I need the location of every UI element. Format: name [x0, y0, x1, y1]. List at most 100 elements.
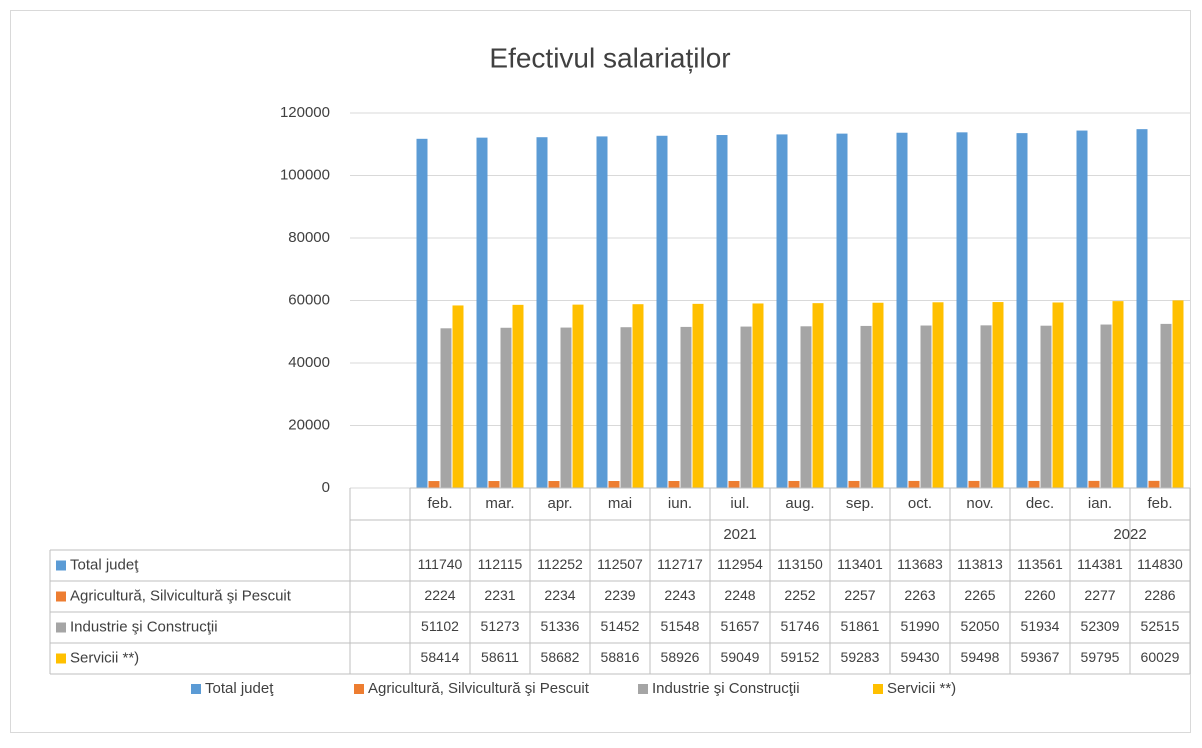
y-tick-label: 60000 [288, 291, 330, 308]
bar [1100, 324, 1112, 488]
table-cell: 113401 [837, 556, 883, 572]
table-cell: 114830 [1137, 556, 1183, 572]
y-tick-label: 0 [322, 479, 330, 496]
bar [932, 302, 944, 488]
bar [596, 136, 608, 488]
table-cell: 112252 [537, 556, 583, 572]
y-tick-label: 40000 [288, 354, 330, 371]
table-cell: 59283 [841, 649, 880, 665]
bar [632, 304, 644, 488]
table-cell: 112717 [657, 556, 703, 572]
table-cell: 59367 [1021, 649, 1060, 665]
table-cell: 2260 [1024, 587, 1055, 603]
bar [1076, 130, 1088, 488]
table-cell: 111740 [418, 556, 463, 572]
legend-key [56, 622, 66, 633]
x-tick-label: iun. [668, 495, 692, 512]
table-cell: 112115 [478, 556, 523, 572]
bar [800, 326, 812, 488]
table-cell: 112507 [597, 556, 643, 572]
bar [572, 304, 584, 488]
bar [560, 327, 572, 488]
legend-label: Agricultură, Silvicultură şi Pescuit [368, 680, 590, 697]
table-cell: 113150 [777, 556, 823, 572]
table-cell: 58926 [661, 649, 700, 665]
x-group-label: 2022 [1113, 526, 1146, 543]
table-cell: 2231 [484, 587, 515, 603]
bar [1028, 480, 1040, 488]
table-cell: 51990 [901, 618, 940, 634]
table-cell: 51452 [601, 618, 640, 634]
x-tick-label: apr. [547, 495, 572, 512]
bar [776, 134, 788, 488]
x-tick-label: nov. [966, 495, 993, 512]
bar [692, 303, 704, 488]
x-tick-label: iul. [730, 495, 749, 512]
legend-label: Servicii **) [887, 680, 956, 697]
bar [1040, 325, 1052, 488]
bar [1088, 480, 1100, 488]
bar [728, 480, 740, 488]
table-cell: 51548 [661, 618, 700, 634]
y-tick-label: 100000 [280, 166, 330, 183]
x-tick-label: feb. [1147, 495, 1172, 512]
bar [896, 132, 908, 488]
x-tick-label: mar. [485, 495, 514, 512]
bar [656, 135, 668, 488]
table-row-label: Servicii **) [70, 649, 139, 666]
bar [620, 327, 632, 488]
table-cell: 52309 [1081, 618, 1120, 634]
x-group-label: 2021 [723, 526, 756, 543]
table-cell: 2248 [724, 587, 755, 603]
table-cell: 59430 [901, 649, 940, 665]
x-tick-label: feb. [427, 495, 452, 512]
table-cell: 51861 [841, 618, 880, 634]
table-cell: 59152 [781, 649, 820, 665]
table-cell: 2252 [784, 587, 815, 603]
table-cell: 2277 [1084, 587, 1115, 603]
bar [680, 326, 692, 488]
x-tick-label: sep. [846, 495, 874, 512]
table-row-label: Industrie şi Construcţii [70, 618, 218, 635]
bar [752, 303, 764, 488]
bar [992, 302, 1004, 488]
table-cell: 59498 [961, 649, 1000, 665]
bar [416, 138, 428, 488]
x-tick-label: oct. [908, 495, 932, 512]
legend-key [191, 684, 201, 694]
table-cell: 51746 [781, 618, 820, 634]
bar [536, 137, 548, 488]
bar [1016, 133, 1028, 488]
x-tick-label: ian. [1088, 495, 1112, 512]
table-cell: 51657 [721, 618, 760, 634]
bar [452, 305, 464, 488]
table-cell: 59049 [721, 649, 760, 665]
bar [1148, 480, 1160, 488]
bar [836, 133, 848, 488]
bar [980, 325, 992, 488]
table-cell: 2239 [604, 587, 635, 603]
x-tick-label: dec. [1026, 495, 1054, 512]
bar [1136, 129, 1148, 488]
table-row-label: Agricultură, Silvicultură şi Pescuit [70, 587, 292, 604]
bar [848, 480, 860, 488]
bar [668, 480, 680, 488]
bar [908, 480, 920, 488]
table-row-label: Total judeţ [70, 556, 139, 573]
bar [488, 481, 500, 488]
bar [1112, 301, 1124, 488]
table-cell: 59795 [1081, 649, 1120, 665]
y-tick-label: 80000 [288, 229, 330, 246]
table-cell: 2286 [1144, 587, 1175, 603]
bar [512, 304, 524, 488]
table-cell: 51102 [421, 618, 459, 634]
table-cell: 51336 [541, 618, 580, 634]
table-cell: 2257 [844, 587, 875, 603]
table-cell: 114381 [1077, 556, 1123, 572]
y-tick-label: 20000 [288, 416, 330, 433]
table-cell: 58611 [481, 649, 519, 665]
table-cell: 2265 [964, 587, 995, 603]
table-cell: 60029 [1141, 649, 1180, 665]
table-cell: 52515 [1141, 618, 1180, 634]
